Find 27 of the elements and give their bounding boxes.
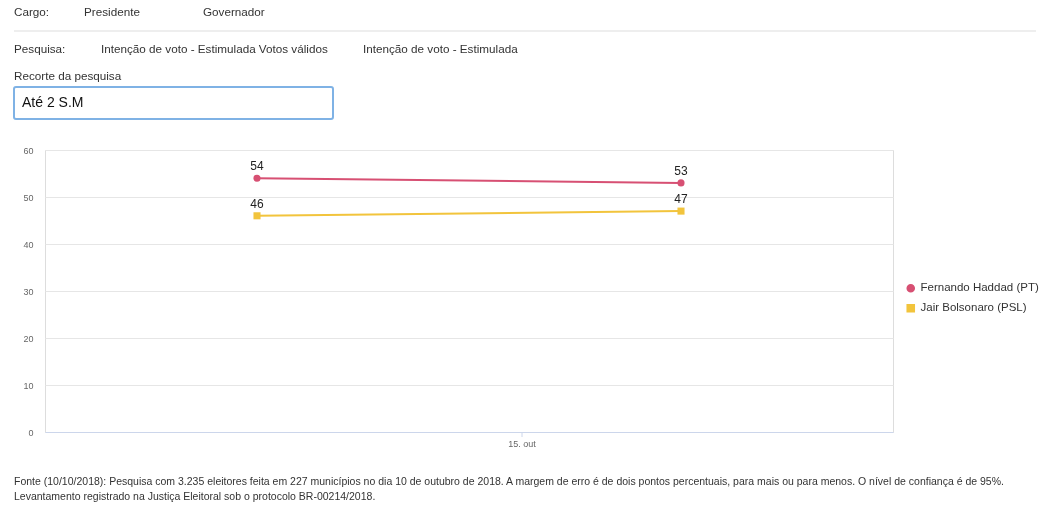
legend-label: Jair Bolsonaro (PSL) <box>920 301 1027 314</box>
text: Recorte da pesquisa <box>14 69 122 82</box>
text: Cargo: <box>14 5 50 18</box>
data-label: 46 <box>250 196 264 211</box>
text: Intenção de voto - Estimulada <box>363 42 519 55</box>
text: Pesquisa: <box>14 42 66 55</box>
source-note: Fonte (10/10/2018): Pesquisa com 3.235 eleitores feita em 227 municípios no dia 10 de outubro de 2018. A margem de erro é de dois pontos percentuais, para mais ou para menos. O nível de confiança é de 95%. Levantamento registrado na Justiça Eleitoral sob o protocolo BR-00214/2018. <box>14 475 1004 502</box>
point <box>677 179 685 187</box>
point <box>677 207 685 215</box>
y-tick-label: 0 <box>28 427 34 438</box>
data-label: 53 <box>674 163 688 178</box>
y-tick-label: 50 <box>23 192 34 203</box>
data-label: 47 <box>674 192 688 207</box>
data-label: 54 <box>250 159 264 174</box>
point <box>253 212 261 220</box>
text: Governador <box>203 5 265 18</box>
point <box>253 174 261 182</box>
y-tick-label: 10 <box>23 380 34 391</box>
y-tick-label: 60 <box>23 145 34 156</box>
y-tick-label: 20 <box>23 333 34 344</box>
text: 15. out <box>508 439 537 449</box>
text: Até 2 S.M <box>22 94 84 110</box>
legend-label: Fernando Haddad (PT) <box>920 281 1039 294</box>
text: Intenção de voto - Estimulada Votos válidos <box>101 42 328 55</box>
text: Presidente <box>84 5 140 18</box>
y-tick-label: 30 <box>23 286 34 297</box>
y-tick-label: 40 <box>23 239 34 250</box>
